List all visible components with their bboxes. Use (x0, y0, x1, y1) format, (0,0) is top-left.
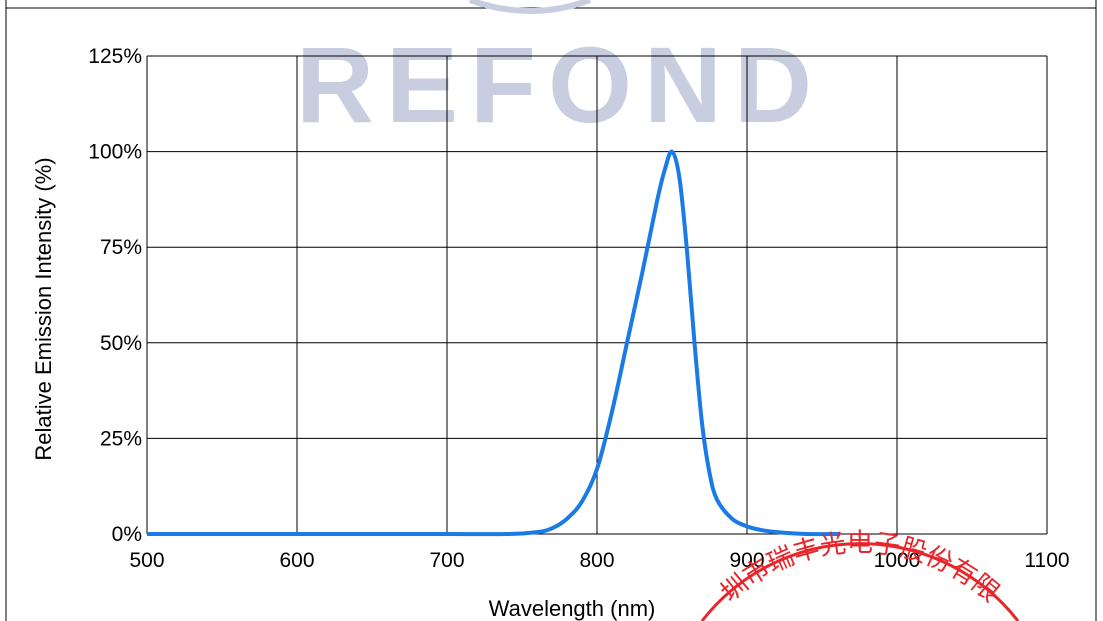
refond-watermark: REFOND (296, 24, 824, 145)
x-axis-label: Wavelength (nm) (489, 596, 656, 621)
x-tick-label: 600 (279, 549, 314, 572)
stamp-text: 圳市瑞丰光电子股份有限 (715, 527, 1006, 607)
company-seal-stamp: 圳市瑞丰光电子股份有限 (700, 527, 1020, 621)
y-axis-label: Relative Emission Intensity (%) (31, 157, 56, 460)
x-tick-label: 700 (429, 549, 464, 572)
x-tick-label: 800 (579, 549, 614, 572)
x-tick-label: 500 (129, 549, 164, 572)
x-tick-label: 900 (729, 549, 764, 572)
tick-labels: 500 600 700 800 900 1000 1100 0% 25% 50% 75% 100% 12… (88, 45, 1069, 572)
y-tick-label: 75% (100, 236, 142, 259)
y-tick-label: 25% (100, 427, 142, 450)
x-tick-label: 1100 (1024, 549, 1069, 572)
watermark-swoosh (468, 0, 592, 14)
y-tick-label: 100% (88, 141, 142, 164)
y-tick-label: 50% (100, 332, 142, 355)
svg-text:圳市瑞丰光电子股份有限: 圳市瑞丰光电子股份有限 (715, 527, 1006, 607)
x-tick-label: 1000 (874, 549, 921, 572)
plot-area (146, 149, 841, 537)
y-tick-label: 125% (88, 45, 142, 68)
y-tick-label: 0% (112, 523, 142, 546)
emission-spectrum-line (146, 149, 841, 537)
